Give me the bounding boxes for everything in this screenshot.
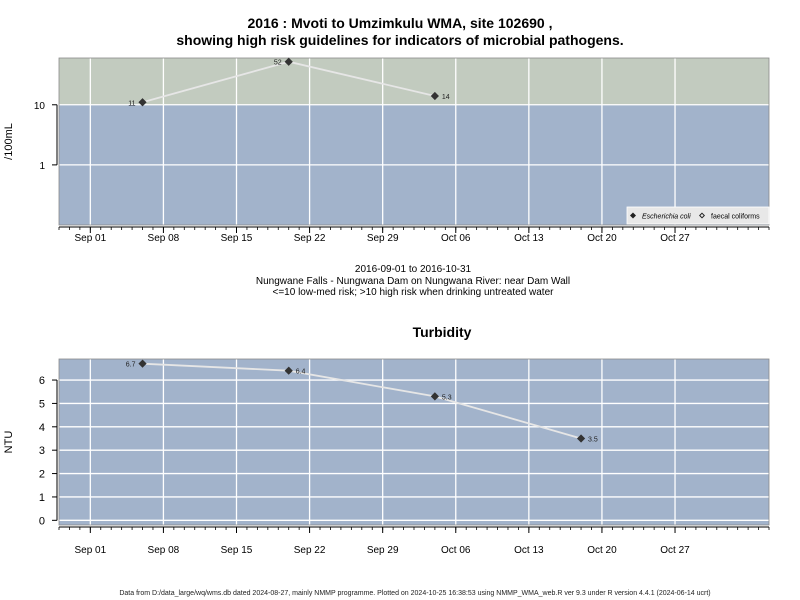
x-tick-label: Sep 01 bbox=[74, 545, 106, 556]
x-tick-label: Sep 01 bbox=[74, 233, 106, 244]
turbidity-chart-title: Turbidity bbox=[412, 324, 472, 340]
legend-label: faecal coliforms bbox=[711, 214, 760, 221]
y-axis-label: NTU bbox=[3, 431, 15, 454]
high-risk-band bbox=[59, 58, 769, 105]
x-tick-label: Oct 06 bbox=[441, 545, 471, 556]
y-tick-label: 5 bbox=[39, 398, 45, 410]
microbial-chart: Sep 01 Sep 08 Sep 15 Sep 22 Sep 29 Oct 06 Oct … bbox=[3, 57, 770, 244]
x-tick-label: Oct 27 bbox=[660, 233, 690, 244]
data-point bbox=[430, 392, 439, 401]
y-tick-label: 1 bbox=[39, 161, 45, 172]
legend-marker-filled bbox=[629, 212, 637, 219]
data-label: 52 bbox=[274, 60, 282, 67]
x-tick-label: Oct 06 bbox=[441, 233, 471, 244]
x-tick-label: Oct 27 bbox=[660, 545, 690, 556]
data-point bbox=[430, 91, 439, 101]
y-tick-label: 1 bbox=[39, 492, 45, 504]
y-tick-label: 2 bbox=[39, 469, 45, 481]
data-point bbox=[138, 98, 147, 107]
y-tick-label: 10 bbox=[34, 101, 46, 112]
x-tick-label: Sep 29 bbox=[367, 545, 399, 556]
date-range-subtitle: 2016-09-01 to 2016-10-31 bbox=[354, 264, 472, 275]
data-point bbox=[284, 366, 293, 375]
data-point bbox=[576, 434, 586, 443]
x-tick-label: Oct 13 bbox=[514, 545, 544, 556]
x-tick-label: Sep 29 bbox=[367, 233, 399, 244]
page-title-line-1: 2016 : Mvoti to Umzimkulu WMA, site 1026… bbox=[247, 15, 553, 31]
x-tick-label: Sep 22 bbox=[294, 545, 326, 556]
y-tick-label: 4 bbox=[39, 422, 45, 434]
x-tick-label: Sep 22 bbox=[294, 233, 326, 244]
plot-background bbox=[59, 359, 769, 525]
legend-marker-open bbox=[698, 212, 706, 219]
x-tick-label: Sep 15 bbox=[221, 545, 253, 556]
data-point bbox=[284, 57, 293, 66]
data-label: 6.7 bbox=[126, 362, 136, 369]
page-title-line-2: showing high risk guidelines for indicat… bbox=[176, 32, 624, 48]
plot-border bbox=[58, 57, 770, 226]
y-tick-label: 0 bbox=[39, 515, 45, 527]
legend-label: Escherichia coli bbox=[642, 214, 691, 221]
data-label: 14 bbox=[442, 94, 450, 101]
y-axis-label: /100mL bbox=[3, 123, 15, 160]
data-label: 3.5 bbox=[588, 436, 598, 443]
plot-border bbox=[58, 358, 770, 526]
data-point bbox=[138, 359, 147, 368]
x-tick-label: Sep 15 bbox=[221, 233, 253, 244]
site-subtitle: Nungwane Falls - Nungwana Dam on Nungwan… bbox=[255, 276, 571, 287]
x-tick-label: Oct 20 bbox=[587, 233, 617, 244]
y-tick-label: 6 bbox=[39, 375, 45, 387]
series-line bbox=[142, 362, 582, 440]
data-label: 6.4 bbox=[296, 369, 306, 376]
turbidity-chart: Sep 01 Sep 08 Sep 15 Sep 22 Sep 29 Oct 06 Oct … bbox=[3, 358, 770, 556]
x-tick-label: Sep 08 bbox=[148, 233, 180, 244]
chart-legend: Escherichia coli faecal coliforms bbox=[626, 206, 770, 225]
data-label: 5.3 bbox=[442, 394, 452, 401]
data-label: 11 bbox=[128, 100, 135, 107]
legend-box bbox=[626, 206, 770, 225]
x-tick-label: Oct 20 bbox=[587, 545, 617, 556]
x-tick-label: Oct 13 bbox=[514, 233, 544, 244]
y-tick-label: 3 bbox=[39, 445, 45, 457]
data-source-footer: Data from D:/data_large/wq/wms.db dated … bbox=[119, 590, 711, 597]
risk-guideline-subtitle: <=10 low-med risk; >10 high risk when dr… bbox=[272, 287, 554, 298]
x-tick-label: Sep 08 bbox=[148, 545, 180, 556]
